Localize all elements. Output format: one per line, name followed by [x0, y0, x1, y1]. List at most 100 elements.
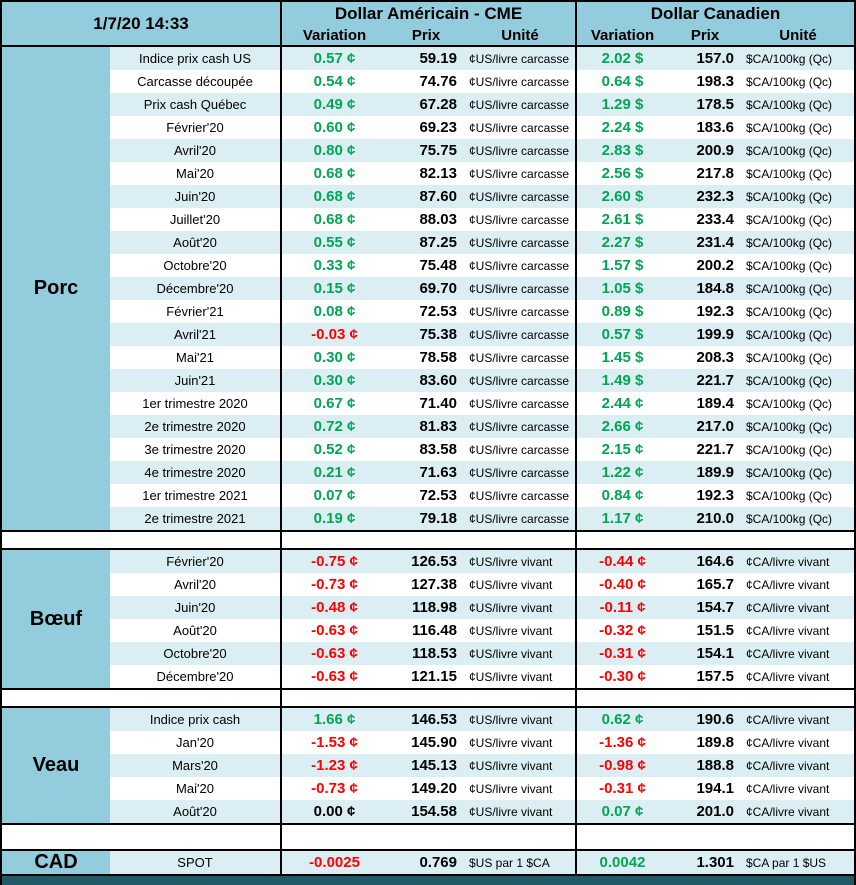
us-variation-value: 0.55 ¢	[280, 231, 387, 254]
ca-variation-value: -0.32 ¢	[575, 619, 668, 642]
us-price-value: 154.58	[387, 800, 465, 823]
section-porc: Porc Indice prix cash US 0.57 ¢ 59.19 ¢US/li…	[2, 47, 854, 530]
ca-unit-label: $CA/100kg (Qc)	[746, 304, 833, 319]
column-divider	[280, 825, 282, 849]
us-price-value: 126.53	[387, 550, 465, 573]
ca-price-value: 184.8	[668, 277, 742, 300]
ca-unit-label: $CA/100kg (Qc)	[746, 442, 833, 457]
border	[2, 688, 854, 690]
ca-variation-value: 1.17 ¢	[575, 507, 668, 530]
ca-price-value: 154.1	[668, 642, 742, 665]
ca-price-value: 151.5	[696, 622, 734, 639]
us-variation-value: 0.60 ¢	[280, 116, 387, 139]
us-unit-label: ¢US/livre carcasse	[465, 369, 575, 392]
ca-variation-value: 0.07 ¢	[575, 800, 668, 823]
us-variation-value: 0.19 ¢	[280, 507, 387, 530]
ca-price-value: 208.3	[696, 349, 734, 366]
us-unit-label: ¢US/livre carcasse	[469, 488, 570, 503]
us-price-header: Prix	[411, 26, 441, 44]
ca-price-value: 189.8	[696, 734, 734, 751]
ca-unit-label: $CA/100kg (Qc)	[742, 415, 854, 438]
row-label: Mars'20	[110, 754, 280, 777]
us-price-value: 69.70	[387, 277, 465, 300]
ca-variation-value: -0.98 ¢	[575, 754, 668, 777]
us-unit-label: ¢US/livre carcasse	[469, 258, 570, 273]
ca-variation-value: 1.49 $	[575, 369, 668, 392]
us-variation-value: -0.63 ¢	[280, 665, 387, 688]
us-unit-label: ¢US/livre vivant	[465, 754, 575, 777]
column-divider	[575, 532, 577, 548]
ca-unit-label: $CA/100kg (Qc)	[742, 93, 854, 116]
row-label: SPOT	[110, 851, 280, 874]
ca-price-value: 164.6	[668, 550, 742, 573]
column-divider	[280, 690, 282, 706]
us-unit-label: ¢US/livre vivant	[465, 642, 575, 665]
us-variation-value: 0.68 ¢	[280, 208, 387, 231]
ca-variation-header: Variation	[575, 25, 668, 45]
ca-unit-label: ¢CA/livre vivant	[746, 669, 830, 684]
us-price-value: 88.03	[419, 211, 457, 228]
row-label: Mai'20	[176, 781, 214, 796]
row-label: Février'20	[110, 550, 280, 573]
row-label: Jan'20	[176, 735, 214, 750]
us-unit-label: ¢US/livre carcasse	[465, 139, 575, 162]
ca-price-value: 233.4	[696, 211, 734, 228]
ca-variation-value: 1.45 $	[575, 346, 668, 369]
ca-variation-value: 1.05 $	[575, 277, 668, 300]
ca-variation-value: 2.56 $	[575, 162, 668, 185]
us-unit-label: ¢US/livre carcasse	[465, 93, 575, 116]
ca-price-value: 232.3	[668, 185, 742, 208]
us-unit-label: ¢US/livre vivant	[465, 550, 575, 573]
us-variation-value: 0.49 ¢	[280, 93, 387, 116]
ca-unit-header: Unité	[779, 26, 817, 44]
ca-variation-value: 0.62 ¢	[575, 708, 668, 731]
ca-unit-label: ¢CA/livre vivant	[742, 550, 854, 573]
ca-variation-value: 2.02 $	[575, 47, 668, 70]
ca-price-value: 194.1	[696, 780, 734, 797]
us-price-value: 83.60	[387, 369, 465, 392]
border	[2, 849, 854, 851]
column-divider	[575, 825, 577, 849]
border	[2, 706, 854, 708]
ca-unit-label: $CA/100kg (Qc)	[746, 488, 833, 503]
us-price-value: 72.53	[419, 303, 457, 320]
category-cell: Bœuf	[2, 550, 110, 688]
ca-variation-value: -0.11 ¢	[575, 596, 668, 619]
ca-price-value: 192.3	[696, 487, 734, 504]
us-unit-label: ¢US/livre vivant	[469, 781, 553, 796]
ca-variation-value: 1.29 $	[575, 93, 668, 116]
ca-variation-value: 2.60 $	[575, 185, 668, 208]
ca-variation-value: -0.30 ¢	[575, 665, 668, 688]
us-unit-label: ¢US/livre carcasse	[469, 74, 570, 89]
border	[2, 874, 854, 876]
ca-price-value: 189.4	[696, 395, 734, 412]
ca-price-header: Prix	[690, 26, 720, 44]
us-variation-header: Variation	[280, 25, 387, 45]
us-price-value: 81.83	[387, 415, 465, 438]
ca-variation-value: -0.31 ¢	[575, 777, 668, 800]
ca-dollar-section-title: Dollar Canadien	[575, 2, 854, 25]
us-variation-value: 1.66 ¢	[280, 708, 387, 731]
border	[2, 548, 854, 550]
ca-unit-label: $CA/100kg (Qc)	[742, 323, 854, 346]
row-label: Juin'20	[110, 185, 280, 208]
ca-variation-value: 1.57 $	[575, 254, 668, 277]
category-cell: Veau	[2, 708, 110, 823]
row-label: Décembre'20	[156, 669, 234, 684]
us-price-value: 87.25	[387, 231, 465, 254]
ca-variation-value: 0.57 $	[575, 323, 668, 346]
us-price-value: 78.58	[419, 349, 457, 366]
us-variation-value: -1.23 ¢	[280, 754, 387, 777]
ca-unit-label: ¢CA/livre vivant	[742, 596, 854, 619]
ca-variation-value: 2.44 ¢	[575, 392, 668, 415]
row-label: Prix cash Québec	[110, 93, 280, 116]
ca-unit-label: ¢CA/livre vivant	[742, 708, 854, 731]
us-variation-value: 0.33 ¢	[280, 254, 387, 277]
ca-unit-label: $CA/100kg (Qc)	[746, 212, 833, 227]
row-label: Juillet'20	[169, 212, 221, 227]
ca-unit-label: $CA/100kg (Qc)	[746, 74, 833, 89]
section-veau: Veau Indice prix cash 1.66 ¢ 146.53 ¢US/livr…	[2, 708, 854, 823]
ca-unit-label: ¢CA/livre vivant	[746, 577, 830, 592]
us-variation-value: 0.07 ¢	[280, 484, 387, 507]
category-cell: Porc	[2, 47, 110, 530]
